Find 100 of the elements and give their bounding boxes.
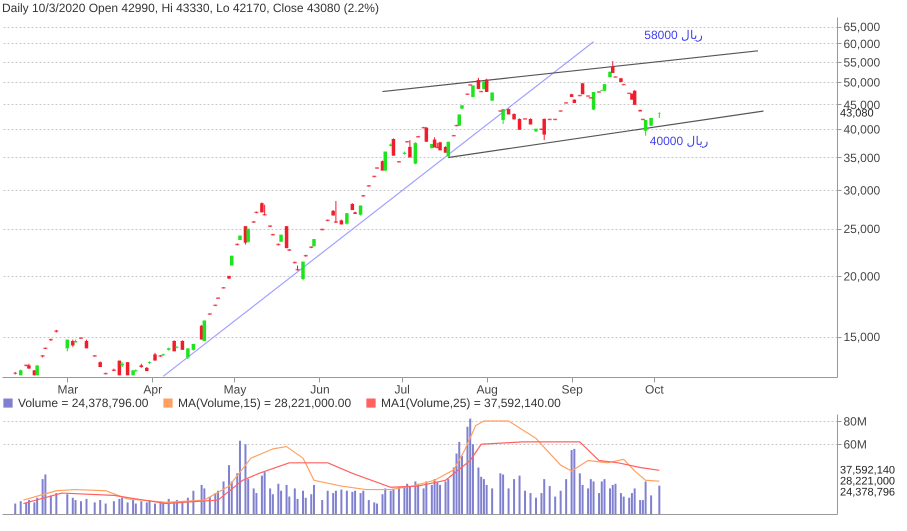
bar [126,502,129,514]
bar [600,481,603,514]
bar [132,500,134,514]
bar [332,493,334,514]
bar [346,490,348,514]
bar [548,486,551,514]
legend-label: MA(Volume,15) = 28,221,000.00 [178,396,352,410]
legend-label: MA1(Volume,25) = 37,592,140.00 [381,396,562,410]
candlestick [414,142,418,165]
bar [140,501,142,514]
bar [458,442,460,514]
bar [148,500,151,514]
candlestick [484,78,488,93]
x-tick-label: Oct [645,382,664,396]
bar [650,495,652,514]
bar [622,496,625,514]
bar [406,484,408,514]
bar [260,476,263,514]
bar [354,490,356,514]
bar [608,488,611,514]
x-tick-label: Aug [476,382,498,396]
x-tick-label: Sep [561,382,584,396]
line-series [22,420,660,503]
bar [373,502,376,514]
candlestick [632,90,636,106]
y-tick-label: 60,000 [844,36,881,51]
bar [134,504,137,514]
bar [286,484,288,514]
bar [543,479,546,514]
legend-label: Volume = 24,378,796.00 [18,396,149,410]
bar [658,486,660,514]
candlestick [172,340,176,352]
bar [390,490,392,514]
bar [534,498,537,514]
bar [203,488,206,514]
bar [408,486,411,514]
candlestick [66,339,70,352]
bar [118,498,120,514]
bar [44,474,46,514]
bar [173,502,176,514]
bar [154,504,156,514]
series-label: 58000 ریال [644,28,703,42]
bar [592,481,595,514]
bar [436,482,438,514]
x-tick-label: Jul [394,382,410,396]
bar [326,490,329,514]
bar [439,484,442,514]
bar [560,490,562,514]
y-tick-label: 35,000 [844,150,881,165]
y-tick-label: 60M [844,438,867,452]
bar [55,493,58,514]
bar [434,479,436,514]
line-series [22,441,660,504]
candlestick [392,138,396,156]
bar [482,479,485,514]
y-tick-label: 20,000 [844,269,881,284]
bar [508,488,510,514]
bar [20,501,22,514]
bar [469,418,472,514]
bar [340,490,342,514]
bar [524,490,526,514]
bar [25,502,28,514]
bar [644,481,647,514]
bar [94,502,96,514]
candlestick [424,126,428,142]
bar [302,490,304,514]
bar [238,440,241,514]
bar [334,490,337,514]
x-tick-label: Apr [143,382,162,396]
bar [604,479,606,514]
bar [392,488,394,514]
y-tick-label: 15,000 [844,330,881,344]
bar [277,484,280,514]
bar [362,490,364,514]
y-tick-label: 65,000 [844,20,881,34]
bar [444,481,447,514]
bar [573,448,576,514]
bar [513,479,516,514]
candlestick [610,60,614,74]
bar [312,484,315,514]
candlestick [408,140,412,158]
bar [530,493,532,514]
text: 24,378,796 [840,486,896,498]
candlestick [501,108,505,125]
bar [491,488,494,514]
bar [121,498,124,514]
candlestick [301,261,305,281]
bar [417,484,420,514]
bar [252,488,255,514]
candlestick [446,141,450,158]
bar [244,444,246,514]
bar [146,502,148,514]
bar [36,498,38,514]
bar [66,494,68,514]
bar [614,484,616,514]
bar [425,481,428,514]
x-tick-label: Jun [310,382,330,396]
bar [74,500,77,514]
bar [447,479,450,514]
bar [192,490,194,514]
